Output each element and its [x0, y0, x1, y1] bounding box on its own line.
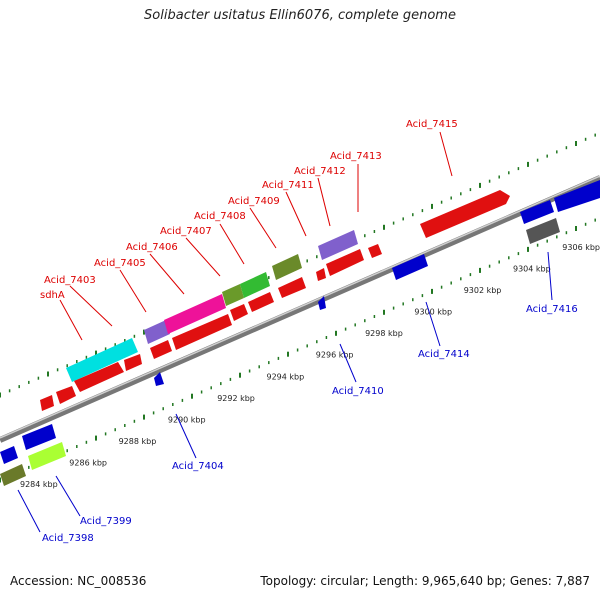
gene-forward[interactable]: [230, 304, 248, 321]
gene-label[interactable]: Acid_7412: [294, 166, 346, 177]
ruler-tick-label: 9296 kbp: [316, 351, 354, 360]
gene-sdhA[interactable]: [66, 338, 138, 382]
gene-forward[interactable]: [316, 268, 326, 281]
gene-reverse[interactable]: [554, 180, 600, 212]
gene-label[interactable]: Acid_7416: [526, 304, 578, 315]
ruler-tick-label: 9306 kbp: [562, 243, 600, 252]
ruler-tick-label: 9286 kbp: [69, 458, 107, 467]
ruler-tick-label: 9290 kbp: [168, 415, 206, 424]
reverse-leader-lines: [17, 251, 553, 533]
gene-label[interactable]: Acid_7413: [330, 151, 382, 162]
gene-label[interactable]: Acid_7398: [42, 533, 94, 544]
ruler-tick-label: 9288 kbp: [119, 437, 157, 446]
gene-label[interactable]: Acid_7410: [332, 386, 384, 397]
gene-forward[interactable]: [150, 340, 172, 359]
gene-magenta[interactable]: [164, 294, 226, 334]
gene-reverse[interactable]: [392, 254, 428, 280]
gene-label[interactable]: Acid_7409: [228, 196, 280, 207]
ruler-tick-label: 9284 kbp: [20, 480, 58, 489]
gene-forward[interactable]: [248, 292, 274, 312]
gene-label[interactable]: Acid_7414: [418, 349, 470, 360]
genome-title: Solibacter usitatus Ellin6076, complete …: [144, 8, 456, 23]
forward-genes: [40, 190, 510, 411]
ruler-tick-label: 9300 kbp: [414, 308, 452, 317]
gene-label[interactable]: Acid_7411: [262, 180, 314, 191]
forward-labels: Acid_7415 Acid_7413 Acid_7412 Acid_7411 …: [40, 119, 458, 301]
gene-reverse[interactable]: [22, 424, 56, 450]
gene-reverse[interactable]: [318, 296, 326, 310]
gene-forward[interactable]: [368, 244, 382, 258]
backbone-line: [0, 175, 600, 443]
gene-forward[interactable]: [40, 395, 54, 411]
gene-grey[interactable]: [526, 218, 560, 244]
gene-forward[interactable]: [326, 249, 364, 276]
gene-forward[interactable]: [56, 386, 76, 404]
ruler-tick-label: 9298 kbp: [365, 329, 403, 338]
gene-lime[interactable]: [28, 442, 66, 470]
accession-text: Accession: NC_008536: [10, 574, 147, 588]
gene-forward[interactable]: [74, 362, 124, 392]
reverse-genes: [0, 180, 600, 486]
gene-label[interactable]: Acid_7415: [406, 119, 458, 130]
gene-reverse[interactable]: [154, 372, 164, 386]
gene-label[interactable]: Acid_7408: [194, 211, 246, 222]
reverse-labels: Acid_7416 Acid_7414 Acid_7410 Acid_7404 …: [42, 304, 578, 544]
gene-olive[interactable]: [0, 464, 26, 486]
ruler-tick-label: 9304 kbp: [513, 265, 551, 274]
gene-olive[interactable]: [222, 284, 244, 306]
gene-reverse[interactable]: [520, 200, 554, 224]
ruler-tick-label: 9292 kbp: [217, 394, 255, 403]
gene-label[interactable]: Acid_7405: [94, 258, 146, 269]
gene-label[interactable]: Acid_7407: [160, 226, 212, 237]
gene-purple[interactable]: [144, 320, 170, 344]
backbone-highlight: [0, 175, 600, 439]
gene-forward[interactable]: [172, 314, 232, 350]
gene-reverse[interactable]: [0, 446, 18, 464]
gene-label[interactable]: sdhA: [40, 290, 65, 301]
gene-forward[interactable]: [124, 354, 142, 371]
gene-forward[interactable]: [278, 277, 306, 298]
gene-olive[interactable]: [272, 254, 302, 280]
gene-purple[interactable]: [318, 230, 358, 260]
ruler-labels: 9284 kbp 9286 kbp 9288 kbp 9290 kbp 9292 kbp…: [20, 243, 600, 489]
gene-label[interactable]: Acid_7403: [44, 275, 96, 286]
ruler-tick-label: 9302 kbp: [464, 286, 502, 295]
gene-label[interactable]: Acid_7399: [80, 516, 132, 527]
gene-green[interactable]: [240, 272, 270, 298]
gene-label[interactable]: Acid_7406: [126, 242, 178, 253]
gene-forward[interactable]: [420, 190, 510, 238]
ruler-tick-label: 9294 kbp: [267, 372, 305, 381]
topology-text: Topology: circular; Length: 9,965,640 bp…: [260, 574, 590, 588]
gene-label[interactable]: Acid_7404: [172, 461, 224, 472]
forward-leader-lines: [59, 131, 453, 341]
